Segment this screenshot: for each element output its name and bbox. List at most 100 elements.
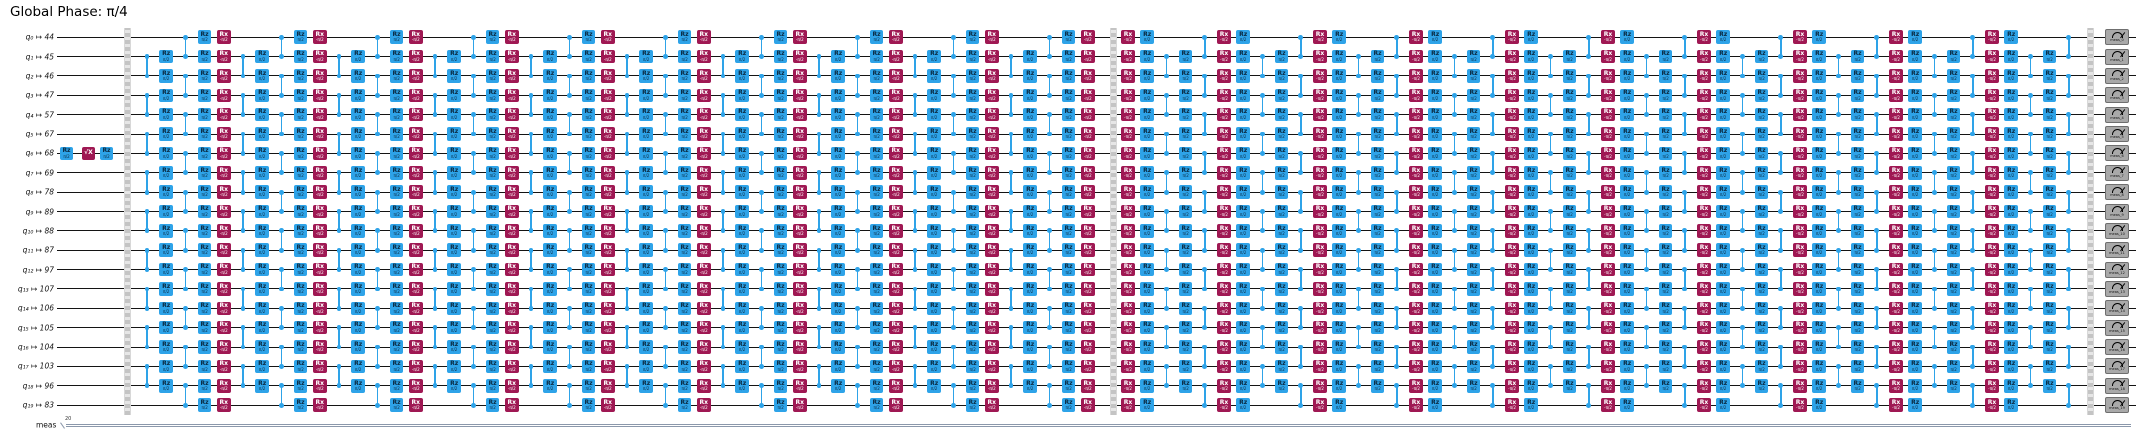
gate-angle: -π/2: [1412, 405, 1420, 411]
cz-connector: [856, 153, 859, 173]
gate-angle: π/2: [163, 308, 170, 314]
gate-label: Rx: [219, 379, 229, 387]
cz-connector: [530, 211, 532, 231]
gate-rz: Rz π/2: [1908, 282, 1922, 296]
gate-label: Rz: [738, 282, 747, 290]
gate-angle: π/2: [835, 114, 842, 120]
gate-angle: π/2: [873, 153, 880, 159]
gate-angle: π/2: [1065, 308, 1072, 314]
gate-label: Rx: [1411, 302, 1421, 310]
gate-label: Rz: [1949, 302, 1958, 310]
gate-rx: Rx -π/2: [217, 127, 231, 141]
gate-label: Rx: [1603, 30, 1613, 38]
gate-angle: -π/2: [795, 211, 804, 217]
gate-angle: π/2: [1432, 327, 1439, 333]
cz-control-dot: [1836, 131, 1841, 137]
gate-angle: π/2: [2008, 327, 2015, 333]
gate-rx: Rx -π/2: [1697, 224, 1711, 238]
cz-control-dot: [1202, 305, 1208, 311]
gate-rz: Rz π/2: [2004, 359, 2018, 374]
cz-connector: [1933, 95, 1936, 115]
gate-label: Rx: [219, 263, 229, 271]
gate-rz: Rz π/2: [159, 243, 173, 257]
gate-label: Rz: [1853, 321, 1862, 329]
cz-connector: [2068, 230, 2070, 251]
cz-control-dot: [240, 209, 246, 214]
cz-connector: [1048, 308, 1051, 328]
cz-connector: [1396, 114, 1398, 135]
gate-angle: π/2: [1758, 192, 1765, 198]
cz-control-dot: [1778, 131, 1784, 137]
cz-control-dot: [1932, 383, 1937, 389]
cz-control-dot: [1164, 92, 1169, 98]
gate-rz: Rz π/2: [255, 359, 269, 374]
gate-rx: Rx -π/2: [1505, 301, 1519, 316]
cz-connector: [1780, 269, 1782, 289]
gate-label: Rx: [987, 224, 997, 232]
cz-control-dot: [1452, 247, 1457, 253]
gate-label: Rx: [1987, 166, 1997, 174]
gate-angle: π/2: [1816, 56, 1823, 62]
gate-rz: Rz π/2: [293, 243, 308, 257]
gate-rz: Rz π/2: [389, 224, 404, 238]
gate-label: Rz: [834, 166, 843, 174]
gate-rz: Rz π/2: [677, 320, 692, 335]
gate-angle: π/2: [547, 114, 554, 120]
cz-control-dot: [528, 383, 534, 389]
cz-control-dot: [855, 189, 860, 195]
gate-angle: π/2: [201, 289, 208, 295]
gate-rz: Rz π/2: [1178, 262, 1193, 277]
gate-angle: -π/2: [411, 192, 420, 198]
gate-label: Rz: [1949, 224, 1958, 232]
gate-label: Rx: [1123, 30, 1133, 38]
cz-control-dot: [1452, 267, 1457, 272]
gate-rz: Rz π/2: [1908, 166, 1922, 180]
gate-rx: Rx -π/2: [985, 398, 999, 412]
gate-angle: π/2: [1470, 211, 1477, 217]
gate-rz: Rz π/2: [1812, 69, 1826, 83]
cz-connector: [434, 134, 436, 154]
gate-label: Rx: [603, 166, 613, 174]
measure-label: meas_12: [2109, 270, 2125, 275]
gate-label: Rz: [584, 50, 593, 58]
cz-control-dot: [1260, 151, 1265, 156]
cz-control-dot: [663, 34, 668, 40]
gate-rz: Rz π/2: [1946, 146, 1961, 161]
cz-connector: [1972, 114, 1974, 135]
gate-rx: Rx -π/2: [985, 243, 999, 257]
gate-angle: -π/2: [1508, 192, 1516, 198]
gate-label: Rx: [987, 263, 997, 271]
gate-label: Rx: [1795, 282, 1805, 290]
cz-connector: [722, 250, 724, 270]
gate-angle: π/2: [931, 289, 938, 295]
gate-label: Rz: [872, 224, 881, 232]
gate-rz: Rz π/2: [639, 262, 653, 277]
cz-control-dot: [432, 305, 438, 311]
gate-angle: π/2: [547, 347, 554, 353]
cz-control-dot: [1548, 170, 1553, 176]
gate-label: Rz: [392, 360, 401, 368]
gate-rz: Rz π/2: [1946, 69, 1961, 83]
gate-label: Rz: [296, 340, 305, 348]
gate-rx: Rx -π/2: [1697, 69, 1711, 83]
gate-angle: π/2: [1854, 366, 1861, 372]
gate-rz: Rz π/2: [1428, 224, 1442, 238]
gate-rz: Rz π/2: [1274, 88, 1289, 103]
gate-label: Rz: [1527, 50, 1536, 58]
gate-angle: -π/2: [603, 289, 612, 295]
gate-angle: π/2: [1470, 173, 1477, 179]
gate-angle: -π/2: [315, 56, 324, 62]
cz-connector: [280, 153, 283, 173]
gate-label: Rx: [315, 321, 325, 329]
cz-control-dot: [1394, 131, 1400, 137]
gate-label: Rx: [603, 379, 613, 387]
gate-label: Rz: [1719, 360, 1728, 368]
gate-label: Rx: [795, 166, 805, 174]
gate-label: Rz: [1239, 185, 1248, 193]
cz-connector: [952, 230, 955, 251]
gate-angle: -π/2: [891, 56, 900, 62]
gate-angle: π/2: [1278, 56, 1285, 62]
gate-label: Rx: [603, 147, 613, 155]
gate-label: Rz: [1623, 360, 1632, 368]
cz-control-dot: [1740, 131, 1745, 137]
